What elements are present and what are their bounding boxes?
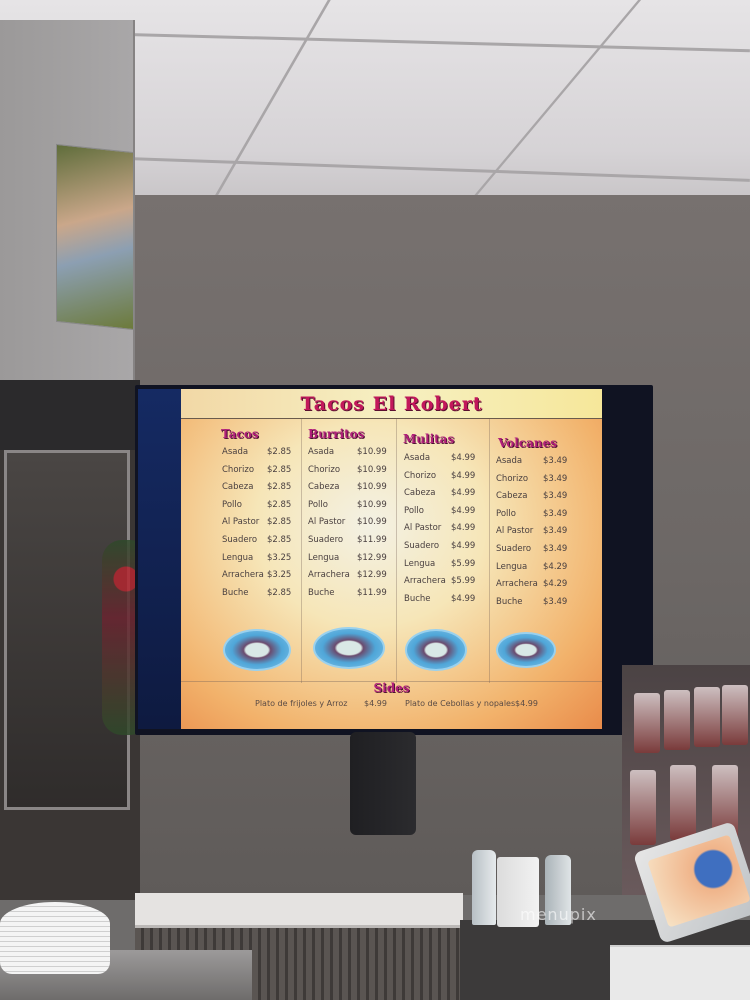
menu-item-name: Pollo <box>222 499 242 510</box>
menu-item-name: Pollo <box>496 508 516 519</box>
bottle <box>545 855 571 925</box>
menu-screen: Tacos El Robert Tacos Asada $2.85 Chorizo $2… <box>181 389 602 729</box>
menu-item-name: Chorizo <box>308 464 341 475</box>
menu-item-name: Suadero <box>222 535 258 545</box>
menu-item-name: Arrachera <box>404 576 446 587</box>
menu-item-price: $4.99 <box>451 593 476 604</box>
food-plate-burrito <box>313 627 385 669</box>
menu-item-price: $5.99 <box>451 558 476 569</box>
menu-item-price: $4.99 <box>451 453 476 463</box>
menu-item-price: $10.99 <box>357 499 387 510</box>
side-item-price: $4.99 <box>515 699 538 708</box>
menu-item-name: Cabeza <box>222 482 254 493</box>
menu-item-price: $4.99 <box>451 488 476 499</box>
menu-item-price: $10.99 <box>357 447 387 457</box>
sides-heading: Sides <box>373 681 410 695</box>
menu-item-price: $3.49 <box>543 544 568 554</box>
bottle <box>472 850 496 925</box>
menu-item-price: $10.99 <box>357 464 387 475</box>
menu-item-price: $11.99 <box>357 587 387 598</box>
menu-item-price: $3.49 <box>543 491 568 502</box>
menu-item-name: Suadero <box>404 541 440 551</box>
menu-item-price: $3.49 <box>543 473 568 484</box>
menu-item-name: Al Pastor <box>404 523 442 534</box>
menu-item-price: $12.99 <box>357 570 387 581</box>
menu-item-name: Chorizo <box>222 464 255 475</box>
menu-item-name: Al Pastor <box>222 517 260 528</box>
speaker <box>350 732 416 835</box>
menu-item-name: Cabeza <box>496 491 528 502</box>
menu-item-price: $4.99 <box>451 470 476 481</box>
menu-item-name: Al Pastor <box>496 526 534 537</box>
menu-item-price: $5.99 <box>451 576 476 587</box>
menu-item-name: Buche <box>308 587 335 598</box>
menu-item-name: Suadero <box>308 535 344 545</box>
menu-item-name: Asada <box>404 453 431 463</box>
menu-item-name: Suadero <box>496 544 532 554</box>
menu-item-price: $11.99 <box>357 535 387 545</box>
menu-item-name: Asada <box>308 447 335 457</box>
menu-item-price: $4.29 <box>543 561 568 572</box>
menu-item-price: $3.25 <box>267 552 292 563</box>
menu-item-name: Lengua <box>496 561 528 572</box>
menu-item-name: Lengua <box>308 552 340 563</box>
receipt-printer <box>610 945 750 1000</box>
menu-item-price: $2.85 <box>267 517 292 528</box>
menu-item-name: Pollo <box>404 505 424 516</box>
menu-item-price: $2.85 <box>267 464 292 475</box>
menu-item-name: Buche <box>496 596 523 607</box>
menu-item-name: Pollo <box>308 499 328 510</box>
menu-item-price: $4.99 <box>451 523 476 534</box>
menu-item-name: Cabeza <box>404 488 436 499</box>
menu-item-name: Lengua <box>404 558 436 569</box>
menu-item-name: Chorizo <box>496 473 529 484</box>
menu-item-price: $2.85 <box>267 482 292 493</box>
cup <box>497 857 539 927</box>
section-heading-mulitas: Mulitas <box>403 432 455 446</box>
food-plate-tacos <box>223 629 291 671</box>
menu-item-price: $4.29 <box>543 579 568 590</box>
section-heading-burritos: Burritos <box>308 427 365 441</box>
menu-item-price: $2.85 <box>267 447 292 457</box>
wall-painting <box>56 143 134 331</box>
title-band <box>181 389 602 419</box>
display-case-top <box>0 380 140 450</box>
menu-item-name: Arrachera <box>222 570 264 581</box>
baseboard <box>135 893 463 928</box>
menu-item-price: $3.49 <box>543 456 568 466</box>
food-plate-mulitas <box>405 629 467 671</box>
menu-item-name: Asada <box>222 447 249 457</box>
paper-plates <box>0 902 110 974</box>
menu-item-name: Chorizo <box>404 470 437 481</box>
menu-item-price: $3.49 <box>543 508 568 519</box>
menu-item-price: $4.99 <box>451 541 476 551</box>
tv-screen-edge <box>138 389 182 729</box>
menu-item-name: Al Pastor <box>308 517 346 528</box>
section-heading-tacos: Tacos <box>221 427 259 441</box>
watermark: menupix <box>520 905 597 924</box>
menu-item-price: $12.99 <box>357 552 387 563</box>
section-heading-volcanes: Volcanes <box>498 436 557 450</box>
menu-item-name: Arrachera <box>496 579 538 590</box>
menu-item-price: $3.49 <box>543 526 568 537</box>
menu-item-price: $10.99 <box>357 482 387 493</box>
menu-item-price: $4.99 <box>451 505 476 516</box>
menu-item-price: $2.85 <box>267 499 292 510</box>
menu-item-name: Buche <box>222 587 249 598</box>
menu-item-price: $2.85 <box>267 587 292 598</box>
side-item-name: Plato de Cebollas y nopales <box>405 699 516 708</box>
menu-item-name: Asada <box>496 456 523 466</box>
menu-item-price: $2.85 <box>267 535 292 545</box>
menu-item-name: Arrachera <box>308 570 350 581</box>
side-item-price: $4.99 <box>364 699 387 708</box>
side-item-name: Plato de frijoles y Arroz <box>255 699 348 708</box>
menu-title: Tacos El Robert <box>300 393 483 415</box>
menu-item-price: $10.99 <box>357 517 387 528</box>
menu-item-name: Buche <box>404 593 431 604</box>
menu-item-name: Cabeza <box>308 482 340 493</box>
menu-item-name: Lengua <box>222 552 254 563</box>
menu-item-price: $3.25 <box>267 570 292 581</box>
menu-item-price: $3.49 <box>543 596 568 607</box>
food-plate-volcanes <box>496 632 556 668</box>
